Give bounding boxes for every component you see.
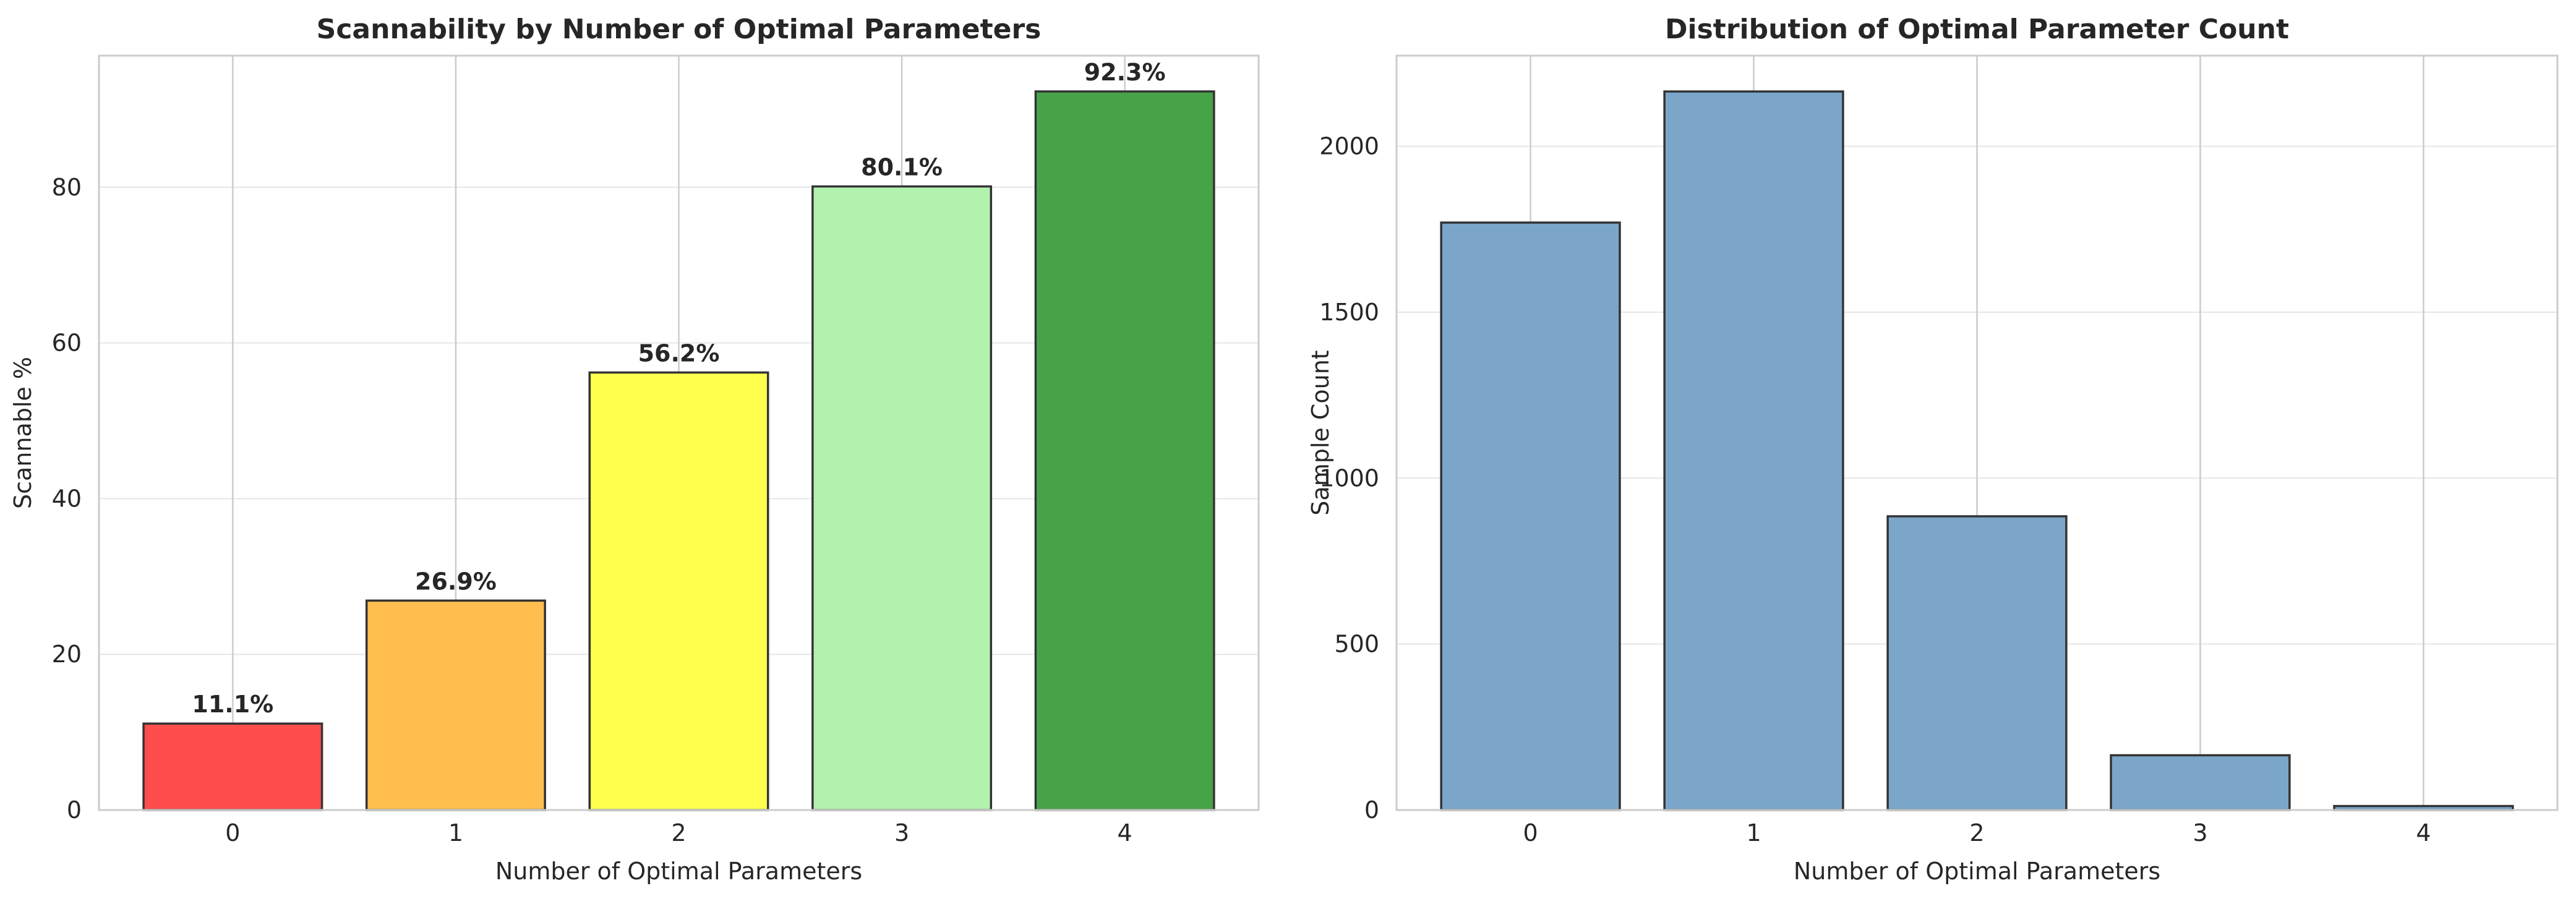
distribution-chart: 0 1 2 3 4 0 500 1000 1500 2000 Distribution of Opt… [1307, 14, 2559, 885]
x-tick-label: 4 [2416, 819, 2431, 846]
x-tick-label: 2 [1969, 819, 1984, 846]
plot-frame [98, 54, 1260, 811]
x-tick-label: 0 [1523, 819, 1538, 846]
x-tick-label: 0 [225, 819, 240, 846]
bar-3 [2110, 754, 2291, 811]
y-axis-label: Sample Count [1307, 350, 1334, 515]
bar-3 [811, 185, 993, 811]
y-tick-label: 2000 [1319, 133, 1379, 160]
x-axis-label: Number of Optimal Parameters [1794, 858, 2160, 885]
y-tick-label: 80 [52, 174, 82, 201]
data-label: 11.1% [192, 691, 273, 718]
y-tick-label: 500 [1334, 631, 1379, 658]
data-label: 92.3% [1084, 59, 1166, 86]
bar-0 [142, 722, 323, 811]
chart-title: Distribution of Optimal Parameter Count [1665, 14, 2289, 45]
y-tick-label: 60 [52, 330, 82, 357]
x-tick-label: 1 [448, 819, 463, 846]
bar-2 [588, 371, 769, 811]
bar-4 [1034, 90, 1215, 811]
scannability-chart: 11.1%26.9%56.2%80.1%92.3%0 1 2 3 4020406080S… [9, 14, 1260, 885]
bar-1 [1663, 90, 1844, 811]
x-tick-label: 3 [2193, 819, 2207, 846]
y-tick-label: 40 [52, 485, 82, 512]
bar-2 [1886, 515, 2068, 811]
x-axis-label: Number of Optimal Parameters [495, 858, 862, 885]
y-tick-label: 0 [67, 796, 82, 824]
bar-1 [365, 599, 546, 811]
bar-0 [1440, 221, 1621, 811]
y-axis-label: Scannable % [9, 357, 36, 509]
data-label: 80.1% [861, 154, 943, 181]
chart-title: Scannability by Number of Optimal Parame… [317, 14, 1042, 45]
plot-frame [1395, 54, 2559, 811]
x-tick-label: 1 [1746, 819, 1761, 846]
y-tick-label: 1000 [1319, 464, 1379, 492]
x-tick-label: 2 [671, 819, 686, 846]
data-label: 26.9% [415, 568, 497, 595]
y-tick-label: 1500 [1319, 299, 1379, 326]
x-tick-label: 4 [1118, 819, 1132, 846]
y-tick-label: 20 [52, 641, 82, 668]
data-label: 56.2% [638, 339, 720, 367]
x-tick-label: 3 [894, 819, 909, 846]
y-tick-label: 0 [1364, 796, 1379, 824]
